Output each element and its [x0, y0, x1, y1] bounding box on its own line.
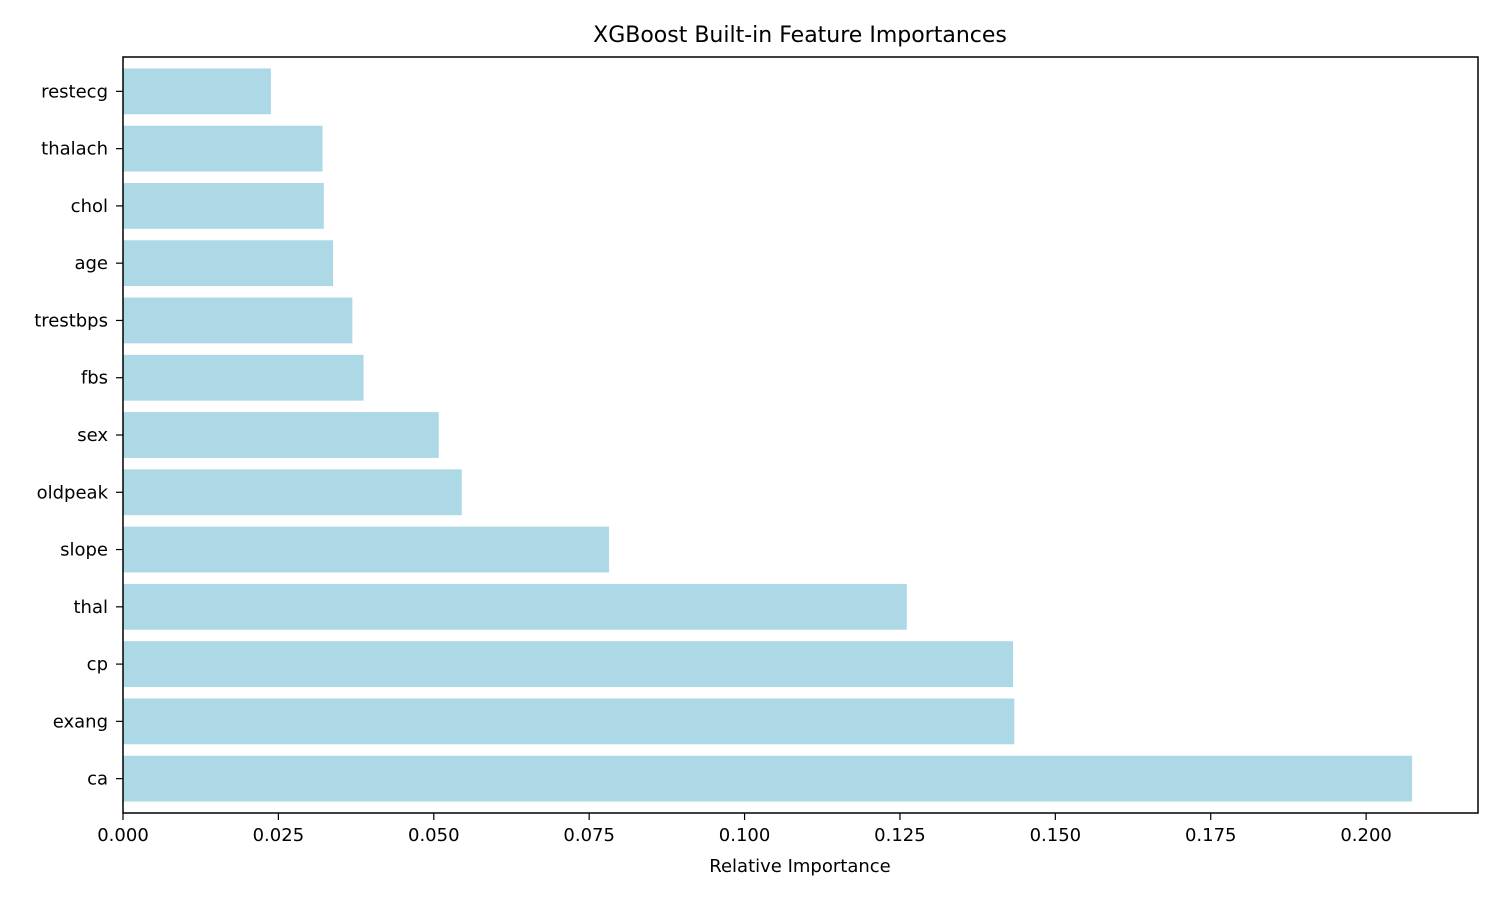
x-tick-label-0.050: 0.050	[408, 825, 460, 846]
plot-frame	[122, 56, 1479, 814]
y-tick-label-ca: ca	[87, 769, 108, 790]
y-tick-label-thal: thal	[74, 597, 109, 618]
x-tick-label-0.200: 0.200	[1340, 825, 1392, 846]
x-tick-label-0.125: 0.125	[874, 825, 926, 846]
bar-restecg	[123, 68, 271, 115]
bar-oldpeak	[123, 469, 462, 516]
bar-age	[123, 240, 334, 287]
bar-fbs	[123, 354, 364, 401]
y-tick-label-trestbps: trestbps	[34, 310, 108, 331]
bar-cp	[123, 641, 1014, 687]
y-tick-label-age: age	[74, 253, 108, 274]
bar-thal	[123, 583, 907, 630]
x-tick-label-0.175: 0.175	[1185, 825, 1237, 846]
x-tick-label-0.000: 0.000	[97, 825, 149, 846]
bar-ca	[123, 755, 1413, 802]
y-tick-label-slope: slope	[60, 540, 108, 561]
bar-exang	[123, 698, 1015, 745]
x-tick-label-0.025: 0.025	[253, 825, 305, 846]
y-axis-ticks: ca exang cp thal slope oldpeak sex fbs trestbps a…	[34, 81, 123, 790]
bar-trestbps	[123, 297, 353, 344]
x-tick-label-0.100: 0.100	[719, 825, 771, 846]
x-tick-label-0.150: 0.150	[1030, 825, 1082, 846]
chart-title: XGBoost Built-in Feature Importances	[593, 23, 1007, 48]
bar-slope	[123, 526, 610, 573]
y-tick-label-cp: cp	[87, 654, 108, 675]
bar-sex	[123, 412, 439, 458]
y-tick-label-restecg: restecg	[41, 81, 108, 102]
bar-chol	[123, 183, 324, 229]
y-tick-label-oldpeak: oldpeak	[37, 482, 109, 503]
y-tick-label-fbs: fbs	[81, 368, 108, 389]
y-tick-label-exang: exang	[53, 711, 108, 732]
y-tick-label-chol: chol	[71, 196, 108, 217]
y-tick-label-thalach: thalach	[41, 139, 108, 160]
bars-group	[123, 68, 1413, 802]
y-tick-label-sex: sex	[77, 425, 108, 446]
bar-thalach	[123, 125, 323, 172]
x-axis-ticks: 0.000 0.025 0.050 0.075 0.100 0.125 0.150 0.175…	[97, 813, 1392, 846]
x-tick-label-0.075: 0.075	[563, 825, 615, 846]
x-axis-label: Relative Importance	[709, 856, 890, 877]
